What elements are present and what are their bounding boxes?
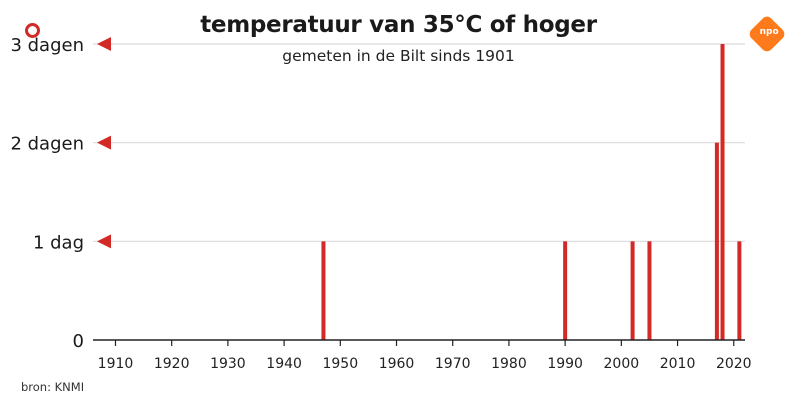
y-tick-marker-icon [97,135,111,150]
x-tick-label: 2010 [660,356,696,372]
gridlines [93,43,745,242]
bar [714,142,719,340]
x-tick-label: 1940 [266,356,302,372]
x-tick-label: 1980 [491,356,527,372]
x-tick-label: 1910 [98,356,134,372]
x-tick-label: 1950 [322,356,358,372]
y-tick-marker-icon [97,234,111,249]
chart-title: temperatuur van 35°C of hoger [200,12,597,38]
x-tick-label: 1990 [547,356,583,372]
bar [321,241,326,340]
bars [321,44,742,340]
x-tick-label: 1920 [154,356,190,372]
axes [93,339,745,346]
y-tick-label: 3 dagen [10,35,84,56]
logo-text: npo [759,26,779,37]
x-tick-label: 1930 [210,356,246,372]
y-tick-label: 1 dag [33,232,84,253]
bar [630,241,635,340]
bar [563,241,568,340]
x-tick-label: 1970 [435,356,471,372]
bar [737,241,742,340]
y-tick-label: 2 dagen [10,134,84,155]
y-tick-label: 0 [73,331,84,352]
recording-indicator-icon [25,23,40,38]
x-tick-label: 2020 [716,356,752,372]
y-tick-marker-icon [97,37,111,51]
bar [647,241,652,340]
x-tick-label: 2000 [604,356,640,372]
chart-subtitle: gemeten in de Bilt sinds 1901 [282,47,515,65]
source-note: bron: KNMI [21,380,85,394]
x-tick-label: 1960 [379,356,415,372]
y-tick-labels: 0 1 dag 2 dagen 3 dagen [10,35,111,352]
x-tick-labels: 1910 1920 1930 1940 1950 1960 1970 1980 1990 2000… [98,356,752,372]
bar [720,44,725,340]
